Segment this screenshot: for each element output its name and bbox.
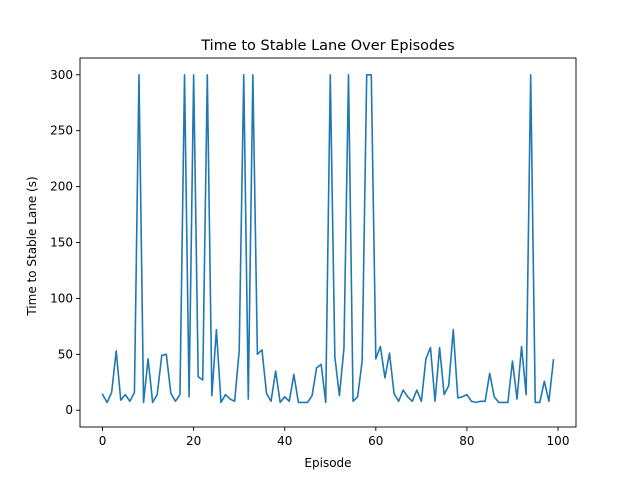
- y-tick-label: 150: [50, 236, 73, 250]
- x-axis-label: Episode: [304, 456, 351, 470]
- y-tick-label: 50: [58, 347, 73, 361]
- x-tick-label: 0: [99, 434, 107, 448]
- x-tick-label: 20: [186, 434, 201, 448]
- x-axis: 0 20 40 60 80 100: [99, 427, 570, 448]
- y-tick-label: 0: [65, 403, 73, 417]
- x-tick-label: 80: [459, 434, 474, 448]
- y-tick-label: 200: [50, 180, 73, 194]
- x-tick-label: 60: [368, 434, 383, 448]
- y-tick-label: 250: [50, 124, 73, 138]
- y-tick-label: 100: [50, 291, 73, 305]
- y-axis: 0 50 100 150 200 250 300: [50, 68, 80, 417]
- y-tick-label: 300: [50, 68, 73, 82]
- y-axis-label: Time to Stable Lane (s): [25, 176, 39, 316]
- chart-title: Time to Stable Lane Over Episodes: [200, 38, 454, 54]
- x-tick-label: 100: [547, 434, 570, 448]
- series-line-0: [101, 73, 555, 404]
- x-tick-label: 40: [277, 434, 292, 448]
